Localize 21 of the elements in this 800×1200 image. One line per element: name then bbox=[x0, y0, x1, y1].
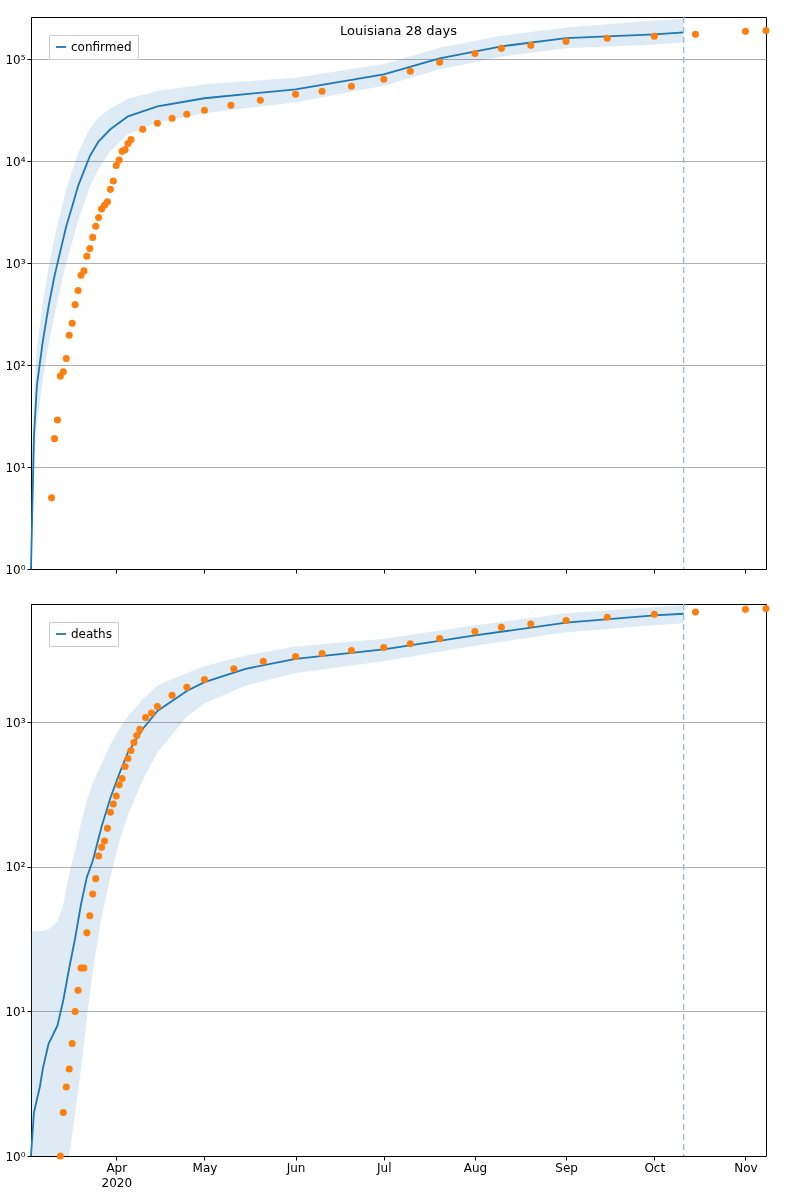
x-tick-label: Jun bbox=[285, 1160, 306, 1175]
x-tick-label: Apr 2020 bbox=[101, 1160, 133, 1190]
y-tick-label: 10³ bbox=[5, 256, 26, 271]
x-tick-label: Jul bbox=[376, 1160, 392, 1175]
text: Louisiana 28 days bbox=[340, 23, 458, 39]
x-tick-label: Nov bbox=[734, 1160, 758, 1175]
y-tick-label: 10² bbox=[5, 860, 26, 875]
legend-label: confirmed bbox=[71, 40, 132, 54]
legend-label: deaths bbox=[71, 627, 112, 641]
x-tick-label: Aug bbox=[463, 1160, 488, 1175]
y-tick-label: 10⁵ bbox=[5, 52, 26, 67]
y-tick-label: 10² bbox=[5, 358, 26, 373]
y-tick-label: 10¹ bbox=[5, 460, 26, 475]
y-tick-label: 10¹ bbox=[5, 1004, 26, 1019]
y-tick-label: 10⁴ bbox=[5, 154, 26, 169]
x-tick-label: Oct bbox=[644, 1160, 666, 1175]
y-tick-label: 10⁰ bbox=[5, 562, 26, 577]
y-tick-label: 10³ bbox=[5, 715, 26, 730]
y-tick-label: 10⁰ bbox=[5, 1149, 26, 1164]
x-tick-label: May bbox=[192, 1160, 218, 1175]
x-tick-label: Sep bbox=[555, 1160, 578, 1175]
